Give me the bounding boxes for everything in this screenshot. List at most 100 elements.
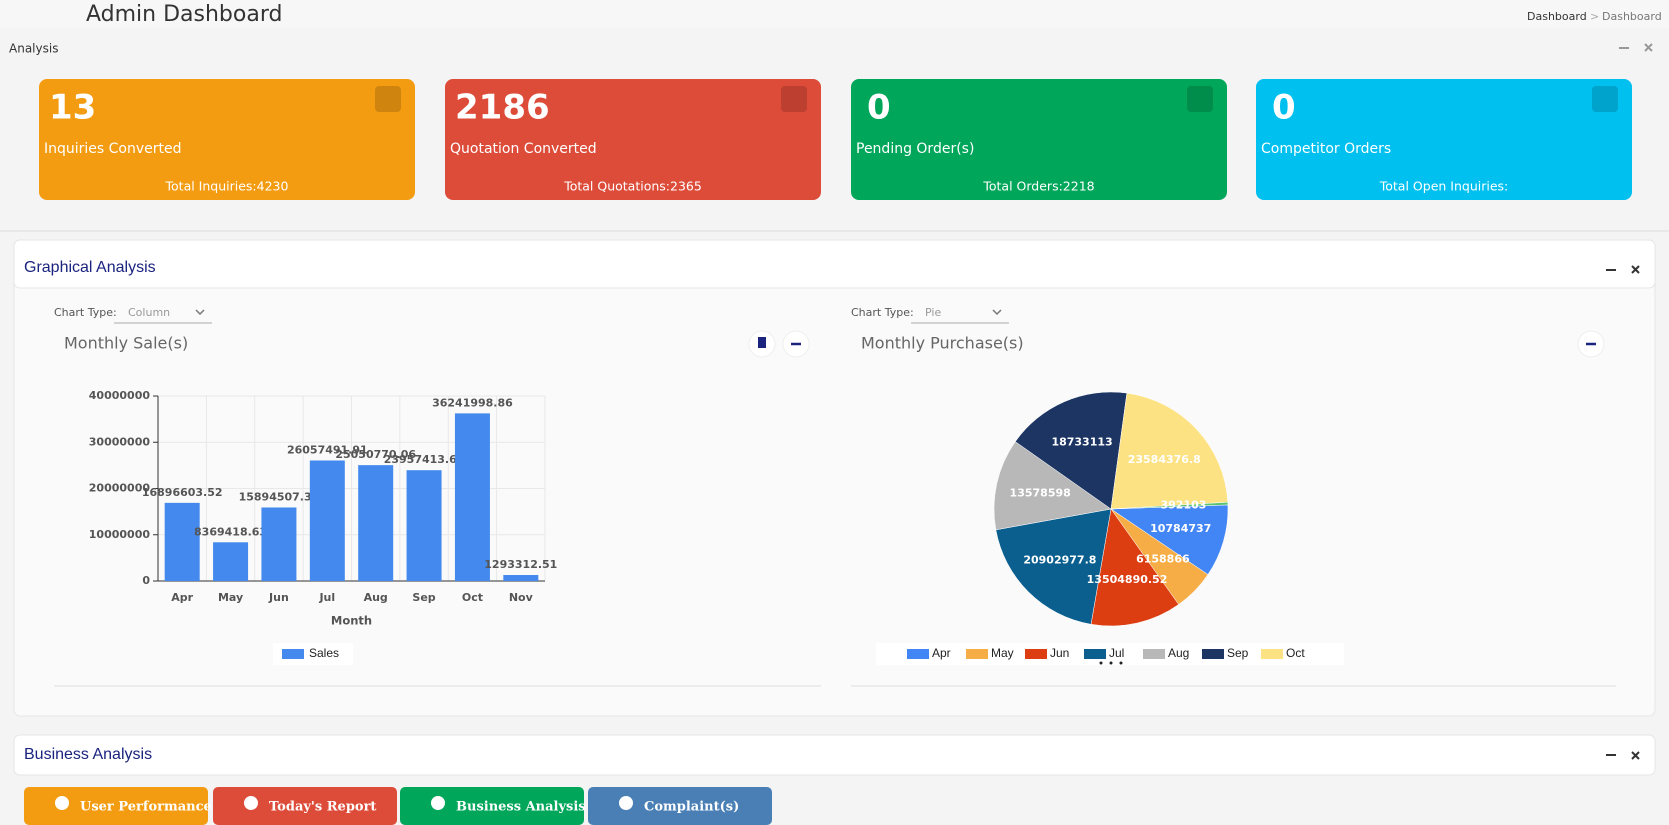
legend-pager-dot[interactable] xyxy=(1099,661,1103,665)
kpi-label: Quotation Converted xyxy=(450,141,597,157)
legend-box xyxy=(273,643,353,665)
legend-label: Apr xyxy=(932,646,951,660)
kpi-card xyxy=(39,79,415,200)
y-tick-label: 0 xyxy=(142,574,150,587)
panel-header xyxy=(13,239,1656,289)
pie-slice xyxy=(1110,501,1229,510)
data-label: 10784737 xyxy=(1150,522,1211,535)
data-label: 1293312.51 xyxy=(484,558,557,571)
action-button[interactable] xyxy=(400,787,584,825)
kpi-card xyxy=(445,79,821,200)
data-label: 6158866 xyxy=(1136,553,1190,566)
kpi-label: Pending Order(s) xyxy=(856,141,974,157)
x-tick-label: Sep xyxy=(412,591,435,604)
pie-slice xyxy=(1110,392,1229,510)
y-tick-label: 40000000 xyxy=(89,389,151,402)
x-tick-label: Jun xyxy=(268,591,289,604)
kpi-footer: Total Inquiries:4230 xyxy=(165,179,289,194)
header-bar xyxy=(0,0,1669,28)
page-title: Admin Dashboard xyxy=(86,2,282,27)
button-label: Complaint(s) xyxy=(644,800,739,815)
bar xyxy=(406,470,442,581)
chart-type-label: Chart Type: xyxy=(851,306,914,319)
panel-header xyxy=(13,734,1656,776)
bar xyxy=(309,460,345,581)
chart-type-select[interactable]: Column xyxy=(128,306,170,319)
legend-label: Oct xyxy=(1286,646,1305,660)
pie-slice xyxy=(1090,508,1180,627)
data-label: 23584376.8 xyxy=(1128,453,1201,466)
breadcrumb-current: Dashboard xyxy=(1602,10,1662,23)
legend-swatch xyxy=(282,649,304,659)
kpi-value: 2186 xyxy=(455,88,550,128)
pie-slice xyxy=(1014,391,1128,510)
data-label: 8369418.63 xyxy=(194,525,267,538)
legend-swatch xyxy=(1202,649,1224,659)
legend-box xyxy=(876,643,1344,665)
kpi-card xyxy=(1256,79,1632,200)
pie-slice xyxy=(993,441,1112,531)
legend-swatch xyxy=(1025,649,1047,659)
x-tick-label: May xyxy=(218,591,243,604)
close-button[interactable] xyxy=(1631,751,1640,760)
legend-pager-dot[interactable] xyxy=(1109,661,1113,665)
card-icon xyxy=(1187,86,1213,112)
breadcrumb-link[interactable]: Dashboard xyxy=(1527,10,1587,23)
select-chevron xyxy=(195,309,205,316)
button-icon xyxy=(55,796,69,810)
x-tick-label: Oct xyxy=(462,591,483,604)
legend-label: Jul xyxy=(1109,646,1124,660)
x-tick-label: Jul xyxy=(318,591,335,604)
select-chevron xyxy=(992,309,1002,316)
kpi-footer: Total Open Inquiries: xyxy=(1379,179,1509,194)
legend-pager-dot[interactable] xyxy=(1119,661,1123,665)
chart-type-select[interactable]: Pie xyxy=(925,306,941,319)
panel-title: Graphical Analysis xyxy=(24,259,156,276)
button-label: Business Analysis xyxy=(456,800,586,815)
x-tick-label: Apr xyxy=(171,591,193,604)
data-label: 25050770.06 xyxy=(335,448,416,461)
kpi-value: 13 xyxy=(49,88,96,128)
card-icon xyxy=(1592,86,1618,112)
action-button[interactable] xyxy=(24,787,208,825)
y-tick-label: 20000000 xyxy=(89,482,151,495)
bar xyxy=(213,542,249,581)
breadcrumb-separator: > xyxy=(1590,10,1599,23)
close-button[interactable] xyxy=(1644,43,1653,52)
data-label: 15894507.36 xyxy=(239,490,320,503)
button-label: Today's Report xyxy=(269,800,376,815)
data-label: 26057491.91 xyxy=(287,443,368,456)
x-axis-label: Month xyxy=(331,614,372,628)
chart-title: Monthly Purchase(s) xyxy=(861,334,1024,353)
bar xyxy=(358,465,394,581)
button-icon xyxy=(431,796,445,810)
data-label: 16896603.52 xyxy=(142,486,223,499)
chart-type-label: Chart Type: xyxy=(54,306,117,319)
bar xyxy=(164,502,200,581)
data-label: 13504890.52 xyxy=(1087,573,1168,586)
y-tick-label: 10000000 xyxy=(89,528,151,541)
graphical-panel xyxy=(13,239,1656,717)
action-button[interactable] xyxy=(588,787,772,825)
button-icon xyxy=(619,796,633,810)
kpi-label: Competitor Orders xyxy=(1261,141,1391,157)
kpi-footer: Total Quotations:2365 xyxy=(563,179,702,194)
card-icon xyxy=(375,86,401,112)
legend-swatch xyxy=(1084,649,1106,659)
kpi-value: 0 xyxy=(1272,88,1296,128)
pie-slice xyxy=(1110,504,1229,575)
legend-label: Aug xyxy=(1168,646,1189,660)
data-label: 392103 xyxy=(1160,499,1206,512)
kpi-label: Inquiries Converted xyxy=(44,141,182,157)
pie-slice xyxy=(995,508,1112,625)
data-label: 13578598 xyxy=(1010,486,1071,499)
close-button[interactable] xyxy=(1631,265,1640,274)
kpi-footer: Total Orders:2218 xyxy=(982,179,1094,194)
legend-swatch xyxy=(907,649,929,659)
legend-swatch xyxy=(1143,649,1165,659)
legend-swatch xyxy=(1261,649,1283,659)
export-icon xyxy=(758,337,766,348)
action-button[interactable] xyxy=(213,787,397,825)
